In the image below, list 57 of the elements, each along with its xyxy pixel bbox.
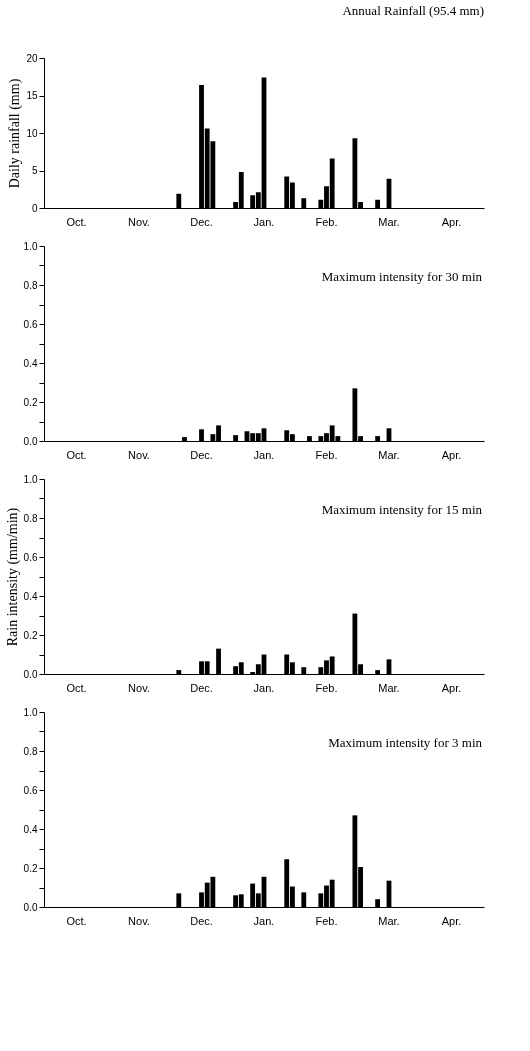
- y-tick-label: 0.8: [23, 279, 38, 291]
- x-tick-label: Jan.: [253, 914, 275, 927]
- annotation: Maximum intensity for 15 min: [321, 502, 483, 517]
- x-tick-label: Dec.: [190, 914, 213, 927]
- y-tick-label: 5: [31, 165, 38, 176]
- x-tick-label: Apr.: [441, 215, 462, 228]
- y-tick-label: 0.2: [23, 629, 38, 641]
- x-tick-label: Feb.: [315, 914, 338, 927]
- y-tick-label: 0.0: [23, 668, 38, 680]
- y-tick-label: 1.0: [23, 706, 38, 718]
- chart-title: Annual Rainfall (95.4 mm): [342, 3, 484, 18]
- x-tick-label: Dec.: [190, 448, 213, 461]
- y-tick-label: 0.2: [23, 396, 38, 408]
- y-tick-label: 0.6: [23, 784, 38, 796]
- x-tick-label: Mar.: [378, 914, 400, 927]
- y-tick-label: 20: [26, 52, 38, 64]
- x-tick-label: Apr.: [441, 448, 462, 461]
- x-tick-label: Dec.: [190, 681, 213, 694]
- x-tick-label: Oct.: [66, 448, 87, 461]
- y-tick-label: 0.4: [23, 823, 38, 835]
- x-tick-label: Mar.: [378, 681, 400, 694]
- x-tick-label: Apr.: [441, 914, 462, 927]
- y-tick-label: 1.0: [23, 473, 38, 485]
- x-tick-label: Oct.: [66, 914, 87, 927]
- y-tick-label: 0: [31, 202, 38, 214]
- annotation: Maximum intensity for 3 min: [328, 735, 483, 750]
- y-tick-label: 0.4: [23, 590, 38, 602]
- x-tick-label: Jan.: [253, 681, 275, 694]
- y-tick-label: 0.8: [23, 745, 38, 757]
- y-tick-label: 0.6: [23, 318, 38, 330]
- x-tick-label: Nov.: [128, 448, 150, 461]
- x-tick-label: Mar.: [378, 215, 400, 228]
- x-tick-label: Oct.: [66, 681, 87, 694]
- y-tick-label: 0.6: [23, 551, 38, 563]
- x-tick-label: Nov.: [128, 914, 150, 927]
- x-tick-label: Jan.: [253, 215, 275, 228]
- y-tick-label: 0.0: [23, 901, 38, 913]
- annotation: Maximum intensity for 30 min: [321, 269, 483, 284]
- y-tick-label: 0.0: [23, 435, 38, 447]
- y-axis-title: Rain intensity (mm/min): [4, 507, 21, 647]
- y-tick-label: 15: [26, 90, 38, 101]
- x-tick-label: Oct.: [66, 215, 87, 228]
- x-tick-label: Feb.: [315, 215, 338, 228]
- y-axis-title: Daily rainfall (mm): [7, 78, 24, 189]
- x-tick-label: Mar.: [378, 448, 400, 461]
- x-tick-label: Feb.: [315, 448, 338, 461]
- x-tick-label: Nov.: [128, 215, 150, 228]
- y-tick-label: 0.8: [23, 512, 38, 524]
- x-tick-label: Jan.: [253, 448, 275, 461]
- x-tick-label: Dec.: [190, 215, 213, 228]
- y-tick-label: 0.4: [23, 357, 38, 369]
- y-tick-label: 0.2: [23, 862, 38, 874]
- y-tick-label: 1.0: [23, 240, 38, 252]
- x-tick-label: Feb.: [315, 681, 338, 694]
- y-tick-label: 10: [26, 127, 38, 139]
- x-tick-label: Nov.: [128, 681, 150, 694]
- x-tick-label: Apr.: [441, 681, 462, 694]
